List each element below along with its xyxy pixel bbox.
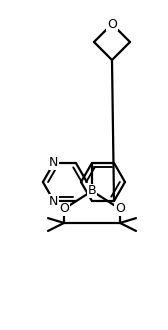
Text: O: O bbox=[115, 202, 125, 215]
Text: O: O bbox=[59, 202, 69, 215]
Text: B: B bbox=[88, 184, 96, 197]
Text: N: N bbox=[49, 195, 59, 208]
Text: N: N bbox=[49, 156, 59, 169]
Text: O: O bbox=[107, 17, 117, 30]
